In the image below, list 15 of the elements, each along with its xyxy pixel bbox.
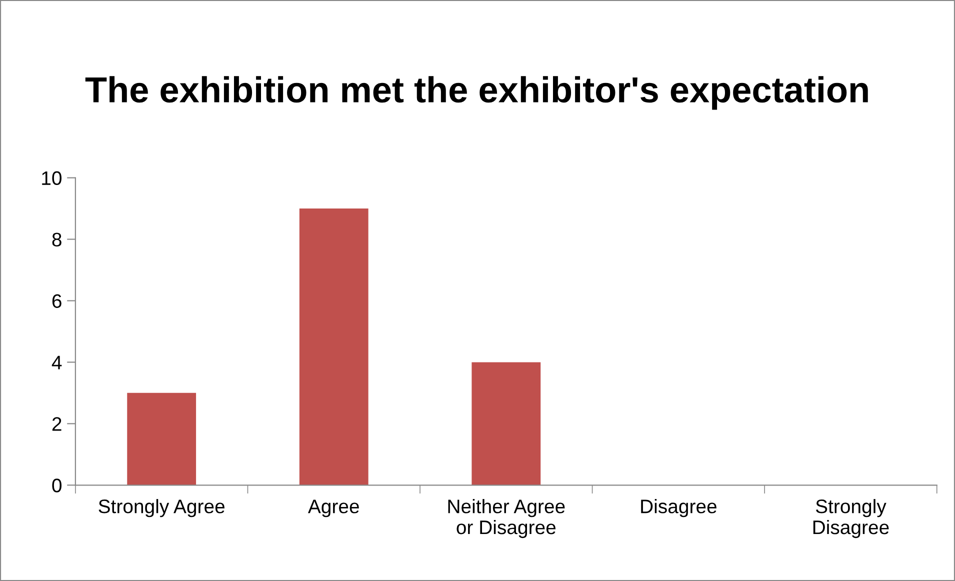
x-tick-label: Agree	[308, 500, 359, 518]
y-tick-label: 8	[52, 232, 62, 246]
x-tick-label: Disagree	[641, 499, 716, 518]
y-tick-label: 10	[42, 171, 62, 186]
y-tick-label: 4	[52, 356, 62, 370]
bar	[127, 392, 196, 486]
y-tick-label: 6	[52, 294, 62, 308]
y-tick-label: 2	[52, 417, 62, 431]
x-tick-label: Neither Agree or Disagree	[448, 499, 565, 538]
chart-title: The exhibition met the exhibitor's expectation	[85, 76, 868, 110]
bar	[299, 208, 368, 486]
x-tick-label: Strongly Disagree	[813, 499, 889, 538]
y-tick-label: 0	[52, 478, 62, 492]
x-tick-label: Strongly Agree	[98, 499, 224, 518]
bar	[472, 362, 541, 486]
